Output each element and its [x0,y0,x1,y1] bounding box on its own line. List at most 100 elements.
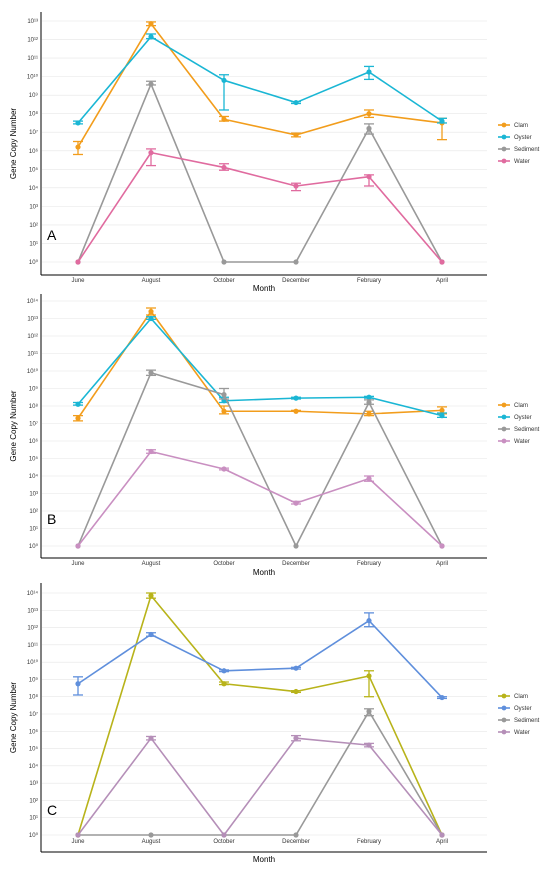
panel-letter: A [47,227,57,243]
data-point [366,476,372,482]
legend-item-oyster: Oyster [498,705,532,712]
series-oyster [73,612,447,701]
y-tick-label: 10⁹ [29,676,39,683]
data-point [75,401,81,407]
series-line [77,594,443,836]
data-point [75,543,81,549]
data-point [148,21,154,27]
x-tick-label: December [282,839,310,845]
y-tick-label: 10¹² [27,334,38,340]
y-tick-label: 10⁰ [29,259,39,266]
data-point [221,681,227,687]
y-tick-label: 10⁷ [29,711,38,718]
y-axis-title: Gene Copy Number [9,682,18,753]
series-oyster [73,33,447,126]
data-point [75,259,81,265]
y-tick-label: 10¹ [29,241,38,247]
data-point [148,81,154,87]
y-tick-label: 10¹⁰ [27,659,39,666]
data-point [366,411,372,417]
x-tick-label: June [71,278,85,284]
data-point [221,77,227,83]
series-line [77,83,443,263]
y-tick-label: 10⁶ [29,148,39,155]
x-tick-label: October [213,839,234,845]
legend-label: Clam [514,123,528,129]
y-tick-label: 10⁰ [29,543,39,550]
data-point [293,99,299,106]
legend-item-water: Water [498,729,530,736]
data-point [293,395,299,401]
legend-label: Sediment [514,718,540,724]
legend-label: Water [514,730,530,736]
data-point [148,592,154,599]
x-tick-label: December [282,278,310,284]
y-tick-label: 10¹² [27,38,38,44]
legend-swatch-point [501,414,507,420]
data-point [439,543,445,549]
chart-panel-a: 10⁰ 10¹ 10² 10³ 10⁴ 10⁵ 10⁶ 10⁷ 10⁸ 10⁹ 10¹⁰ 10¹¹ 10… [9,12,540,293]
data-point [75,681,81,687]
x-tick-label: June [71,561,85,567]
data-point [148,308,154,315]
data-point [293,688,299,695]
y-tick-label: 10¹³ [27,19,38,25]
data-point [366,399,372,406]
x-tick-label: February [357,278,381,284]
legend-item-sediment: Sediment [498,426,540,433]
data-point [293,500,299,506]
series-clam [73,21,447,156]
legend-swatch-point [501,426,507,432]
data-point [148,832,154,838]
series-line [77,35,443,124]
x-tick-label: February [357,839,381,845]
data-point [293,832,299,838]
data-point [293,259,299,265]
legend-swatch-point [501,438,507,444]
panel-letter: C [47,802,57,818]
y-axis-title: Gene Copy Number [9,390,18,461]
y-tick-label: 10⁵ [29,456,39,463]
data-point [366,111,372,117]
x-tick-label: August [142,839,161,845]
data-point [148,150,154,156]
legend-label: Oyster [514,415,532,421]
series-line [77,317,443,417]
legend-label: Sediment [514,147,540,153]
y-tick-label: 10⁸ [29,111,39,118]
legend-swatch-point [501,705,507,711]
data-point [439,118,445,124]
legend-label: Clam [514,694,528,700]
chart-panel-c: 10⁰ 10¹ 10² 10³ 10⁴ 10⁵ 10⁶ 10⁷ 10⁸ 10⁹ 10¹⁰ 10¹¹ 10… [9,583,540,864]
legend-item-clam: Clam [498,402,528,409]
y-tick-label: 10¹³ [27,317,38,323]
data-point [293,132,299,138]
x-tick-label: June [71,839,85,845]
y-axis-title: Gene Copy Number [9,108,18,179]
y-tick-label: 10² [29,798,38,804]
data-point [221,116,227,122]
x-tick-label: April [436,839,448,845]
data-point [293,408,299,414]
data-point [148,370,154,376]
series-clam [75,592,445,838]
y-tick-label: 10¹⁴ [27,298,39,305]
data-point [366,742,372,748]
legend-swatch-point [501,158,507,164]
x-axis-title: Month [253,284,275,293]
panel-letter: B [47,511,56,527]
legend-label: Water [514,439,530,445]
data-point [75,415,81,421]
series-line [77,619,443,699]
data-point [439,832,445,838]
data-point [148,34,154,40]
data-point [293,665,299,671]
y-tick-label: 10¹⁴ [27,590,39,597]
y-tick-label: 10¹³ [27,608,38,614]
y-tick-label: 10⁹ [29,92,39,99]
legend-label: Sediment [514,427,540,433]
y-tick-label: 10¹¹ [27,643,38,649]
y-tick-label: 10⁵ [29,166,39,173]
data-point [366,708,372,715]
data-point [75,144,81,150]
